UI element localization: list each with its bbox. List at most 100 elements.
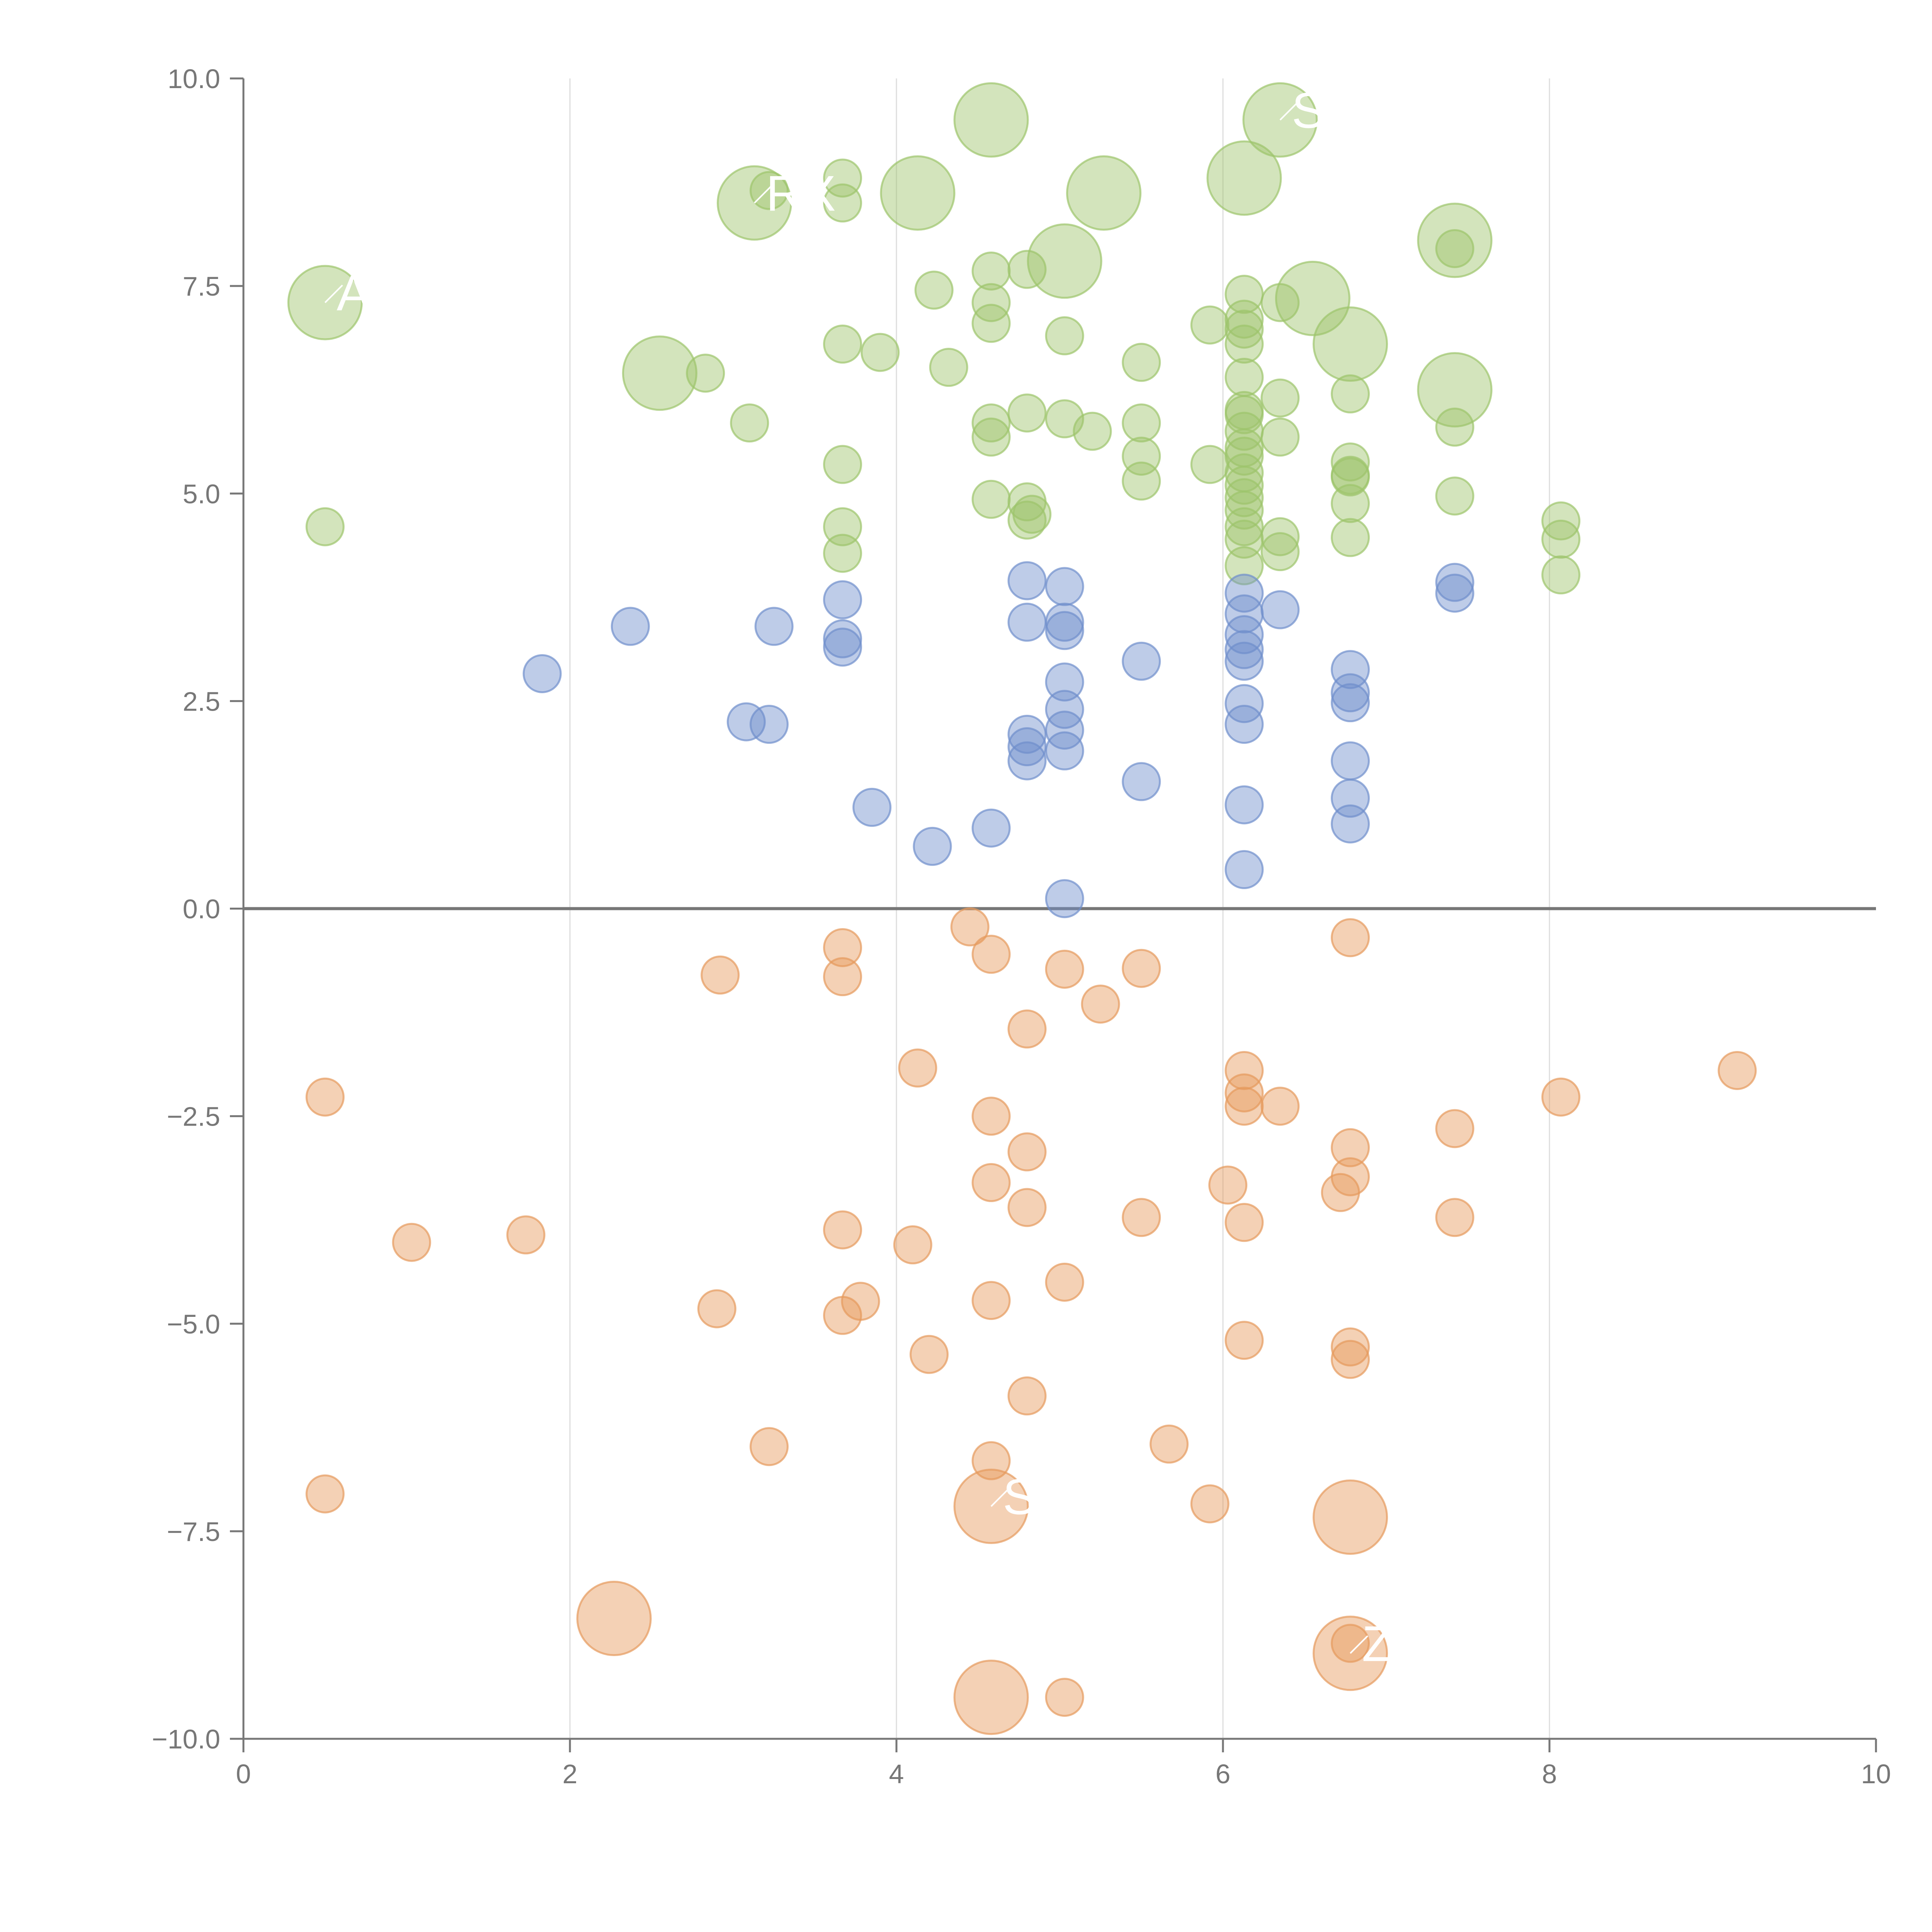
bubble-point xyxy=(1260,590,1300,629)
bubble-point xyxy=(1225,1203,1264,1242)
bubble-point xyxy=(754,607,794,646)
bubble-point xyxy=(1331,456,1370,495)
bubble-point xyxy=(1225,507,1264,546)
bubble-point xyxy=(823,619,862,658)
bubble-point xyxy=(1190,1484,1230,1524)
bubble-point xyxy=(305,507,345,546)
bubble-point xyxy=(1007,741,1047,781)
bubble-point xyxy=(971,935,1011,974)
bubble-point xyxy=(1225,437,1264,476)
bubble-point xyxy=(1541,1077,1581,1117)
bubble-point xyxy=(1045,711,1084,750)
bubble-point xyxy=(1045,1262,1084,1302)
bubble-point xyxy=(1045,879,1084,918)
large-bubble-point xyxy=(1313,1479,1388,1555)
bubble-point xyxy=(1122,1198,1161,1237)
bubble-point xyxy=(697,1289,736,1328)
bubble-point xyxy=(1122,403,1161,443)
bubble-point xyxy=(305,1474,345,1514)
bubble-point xyxy=(1190,445,1230,484)
bubble-point xyxy=(971,480,1011,519)
bubble-point xyxy=(914,270,954,310)
bubble-label: SO xyxy=(1292,82,1364,138)
bubble-point xyxy=(1260,532,1300,571)
bubble-point xyxy=(910,1335,949,1374)
bubble-point xyxy=(1007,1376,1047,1416)
bubble-point xyxy=(1260,378,1300,418)
bubble-point xyxy=(1331,1128,1370,1167)
bubble-point xyxy=(1331,442,1370,482)
bubble-point xyxy=(1081,985,1120,1024)
bubble-point xyxy=(749,1427,789,1466)
series-mid xyxy=(522,561,1475,918)
y-tick-label: 2.5 xyxy=(183,686,220,716)
y-tick-label: 5.0 xyxy=(183,479,220,509)
bubble-point xyxy=(1331,741,1370,781)
bubble-point xyxy=(1045,690,1084,729)
bubble-point xyxy=(1435,1198,1475,1237)
bubble-point xyxy=(852,787,892,827)
y-tick-label: 7.5 xyxy=(183,271,220,301)
bubble-point xyxy=(506,1215,546,1255)
bubble-point xyxy=(1331,673,1370,713)
y-tick-label: 10.0 xyxy=(168,64,220,94)
x-tick-label: 0 xyxy=(236,1759,251,1789)
bubble-point xyxy=(1225,641,1264,681)
bubble-point xyxy=(1045,611,1084,650)
bubble-point xyxy=(1007,1188,1047,1227)
bubble-point xyxy=(1260,1087,1300,1126)
label-leader-line xyxy=(324,284,343,303)
bubble-point xyxy=(701,955,740,995)
bubble-point xyxy=(1225,546,1264,585)
bubble-point xyxy=(1260,517,1300,556)
label-leader-line xyxy=(1279,102,1298,121)
bubble-point xyxy=(1122,461,1161,501)
bubble-point xyxy=(823,1210,862,1250)
large-bubble-point xyxy=(576,1580,652,1656)
bubble-label: ST xyxy=(1003,1468,1067,1525)
bubble-point xyxy=(1435,563,1475,602)
bubble-point xyxy=(971,808,1011,848)
label-leader-line xyxy=(754,185,772,204)
bubble-point xyxy=(823,580,862,619)
y-tick-label: 0.0 xyxy=(183,894,220,924)
bubble-point xyxy=(893,1225,932,1265)
x-tick-label: 2 xyxy=(563,1759,578,1789)
bubble-point xyxy=(1541,555,1581,595)
bubble-point xyxy=(971,1097,1011,1136)
bubble-point xyxy=(1331,918,1370,957)
bubble-point xyxy=(686,354,725,393)
bubble-point xyxy=(1225,850,1264,889)
bubble-point xyxy=(929,348,968,387)
bubble-point xyxy=(1122,949,1161,988)
bubble-point xyxy=(1225,630,1264,669)
axes: 0 2 4 6 8 10 −10.0 −7.5 −5.0 −2.5 0.0 2.5 5.0 7.5 10.0 xyxy=(152,64,1891,1789)
bubble-point xyxy=(749,705,789,744)
bubble-point xyxy=(1435,229,1475,268)
bubble-point xyxy=(1225,325,1264,364)
bubble-point xyxy=(1225,684,1264,723)
bubble-point xyxy=(1122,343,1161,382)
bubble-point xyxy=(1225,357,1264,397)
x-tick-label: 6 xyxy=(1216,1759,1231,1789)
bubble-point xyxy=(1225,705,1264,744)
large-bubble-point xyxy=(953,82,1029,158)
bubble-point xyxy=(1435,407,1475,447)
bubble-point xyxy=(1331,650,1370,689)
bubbles xyxy=(287,82,1757,1735)
large-bubble-point xyxy=(1206,140,1282,216)
bubble-point xyxy=(1045,949,1084,989)
bubble-point xyxy=(823,928,862,967)
bubble-point xyxy=(1225,395,1264,434)
bubble-point xyxy=(1435,1109,1475,1148)
bubble-point xyxy=(971,417,1011,457)
bubble-point xyxy=(823,325,862,364)
bubble-point xyxy=(823,507,862,546)
bubble-point xyxy=(1045,662,1084,702)
bubble-point xyxy=(1045,731,1084,770)
bubble-point xyxy=(1225,1073,1264,1112)
bubble-label: Z xyxy=(1362,1616,1393,1672)
bubble-label: AL xyxy=(337,265,398,321)
bubble-point xyxy=(1225,615,1264,654)
bubble-point xyxy=(1331,518,1370,557)
